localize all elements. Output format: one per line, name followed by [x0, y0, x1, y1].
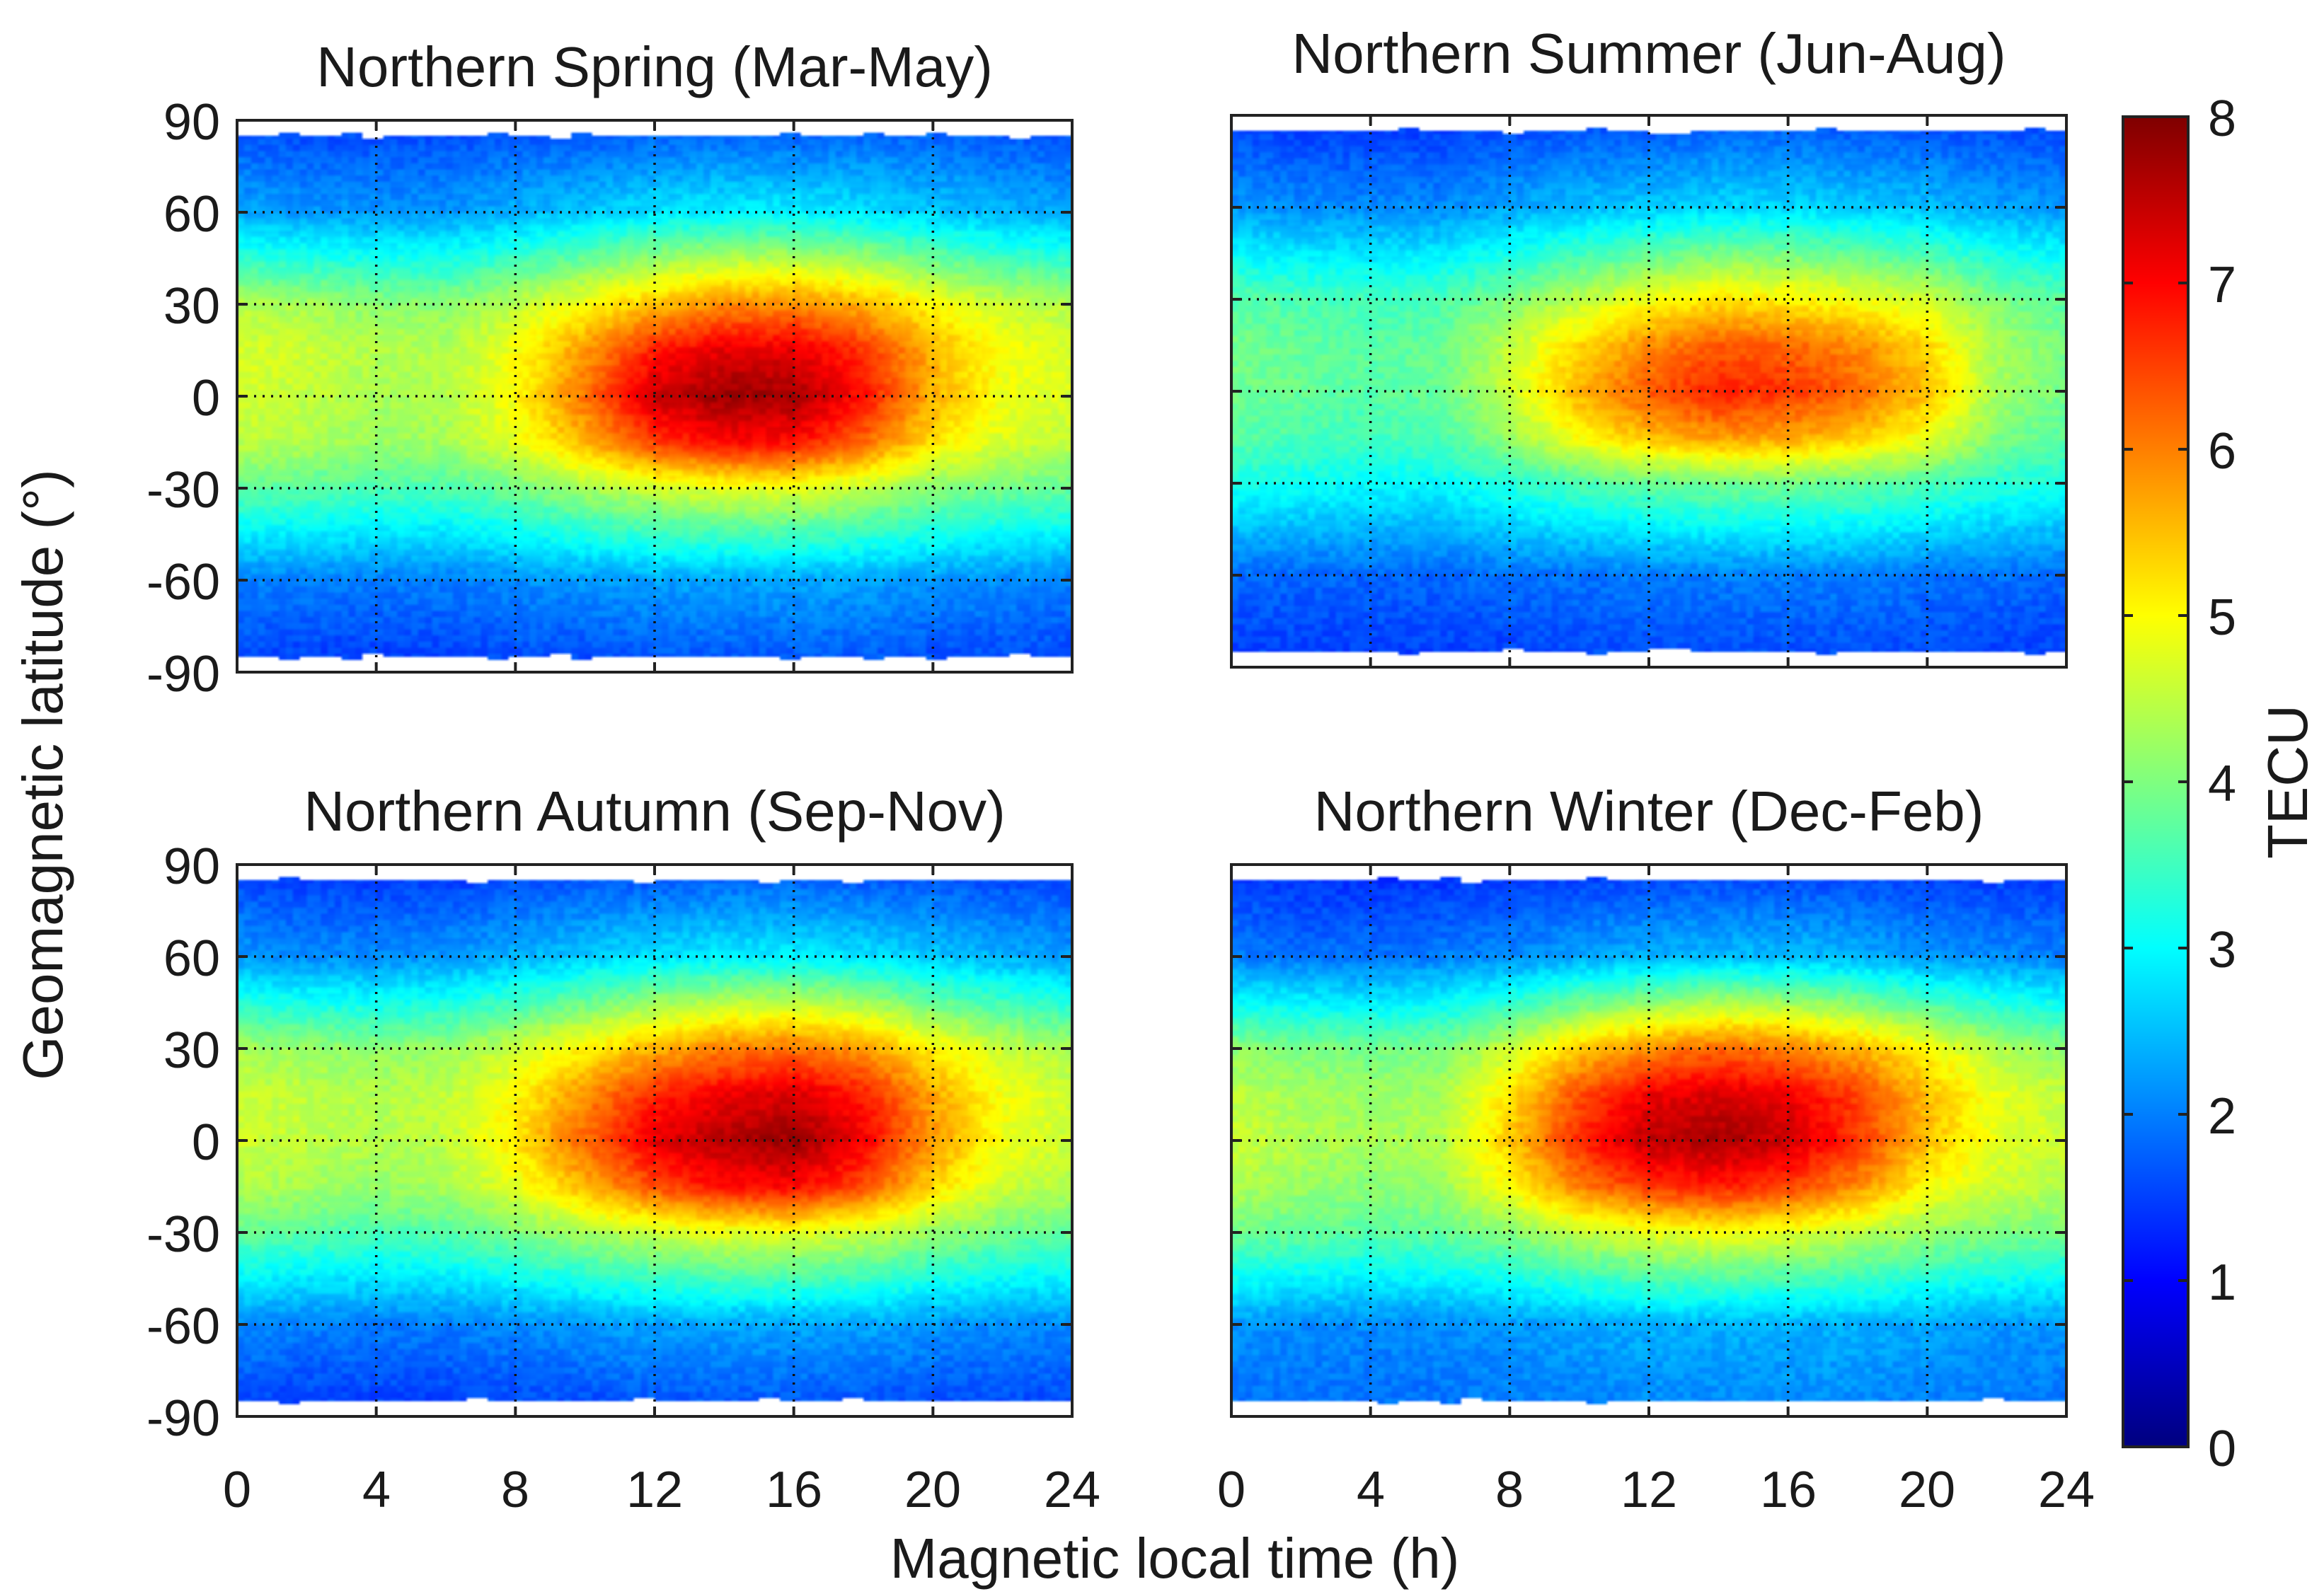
x-tick-label: 20: [1899, 1462, 1955, 1518]
panel-autumn: Northern Autumn (Sep-Nov) 90 60 30 0 -30…: [146, 780, 1100, 1518]
x-tick-label: 24: [2038, 1462, 2095, 1518]
colorbar-tick-label: 8: [2208, 91, 2236, 147]
y-tick-label: -60: [146, 554, 220, 611]
y-tick-label: -30: [146, 462, 220, 519]
x-tick-label: 0: [1217, 1462, 1246, 1518]
colorbar-tick-label: 4: [2208, 756, 2236, 812]
y-tick-labels: 90 60 30 0 -30 -60 -90: [146, 94, 220, 703]
y-axis-label: Geomagnetic latitude (°): [11, 469, 74, 1080]
y-tick-label: 0: [192, 1114, 220, 1171]
colorbar-tick-label: 2: [2208, 1088, 2236, 1145]
y-tick-label: -30: [146, 1206, 220, 1263]
y-tick-label: -90: [146, 1390, 220, 1447]
y-tick-label: 0: [192, 370, 220, 427]
y-tick-labels: 90 60 30 0 -30 -60 -90: [146, 838, 220, 1447]
panel-title: Northern Summer (Jun-Aug): [1292, 22, 2006, 85]
colorbar: 0 1 2 3 4 5 6 7 8 TECU: [2122, 91, 2319, 1477]
panel-spring: Northern Spring (Mar-May) 90 60 30 0 -30…: [146, 35, 1074, 703]
x-tick-label: 0: [223, 1462, 251, 1518]
x-tick-label: 20: [904, 1462, 961, 1518]
grid: [1231, 865, 2066, 1416]
x-tick-label: 24: [1044, 1462, 1100, 1518]
colorbar-tick-label: 1: [2208, 1254, 2236, 1311]
grid: [237, 865, 1072, 1416]
y-tick-label: 90: [163, 838, 220, 895]
panel-title: Northern Autumn (Sep-Nov): [304, 780, 1006, 843]
y-tick-label: 60: [163, 930, 220, 987]
y-tick-label: 30: [163, 278, 220, 335]
y-tick-label: 90: [163, 94, 220, 151]
y-tick-label: 60: [163, 186, 220, 243]
grid: [237, 120, 1072, 672]
colorbar-tick-label: 5: [2208, 589, 2236, 646]
colorbar-tick-label: 0: [2208, 1421, 2236, 1477]
colorbar-tick-label: 7: [2208, 257, 2236, 313]
x-tick-labels: 0 4 8 12 16 20 24: [1217, 1462, 2095, 1518]
colorbar-tick-labels: 0 1 2 3 4 5 6 7 8: [2208, 91, 2236, 1477]
x-tick-label: 12: [1621, 1462, 1677, 1518]
colorbar-ticks: [2123, 115, 2188, 1448]
colorbar-tick-label: 3: [2208, 922, 2236, 978]
x-tick-label: 8: [501, 1462, 529, 1518]
axis-ticks: [1230, 114, 2068, 669]
panel-title: Northern Spring (Mar-May): [316, 35, 993, 98]
y-tick-label: -60: [146, 1298, 220, 1355]
grid: [1231, 115, 2066, 667]
x-tick-label: 12: [626, 1462, 683, 1518]
x-tick-label: 4: [362, 1462, 391, 1518]
y-tick-label: 30: [163, 1022, 220, 1079]
axis-ticks: [236, 119, 1074, 674]
panel-summer: Northern Summer (Jun-Aug): [1230, 22, 2068, 669]
x-tick-label: 16: [1760, 1462, 1817, 1518]
colorbar-tick-label: 6: [2208, 423, 2236, 480]
axis-ticks: [236, 863, 1074, 1418]
y-tick-label: -90: [146, 646, 220, 703]
x-tick-label: 8: [1495, 1462, 1524, 1518]
x-tick-label: 4: [1357, 1462, 1385, 1518]
panel-winter: Northern Winter (Dec-Feb) 0 4 8 12 16 20…: [1217, 780, 2095, 1518]
colorbar-label: TECU: [2256, 705, 2319, 859]
panel-title: Northern Winter (Dec-Feb): [1314, 780, 1984, 843]
axis-ticks: [1230, 863, 2068, 1418]
x-tick-labels: 0 4 8 12 16 20 24: [223, 1462, 1100, 1518]
x-axis-label: Magnetic local time (h): [890, 1527, 1460, 1590]
x-tick-label: 16: [766, 1462, 822, 1518]
